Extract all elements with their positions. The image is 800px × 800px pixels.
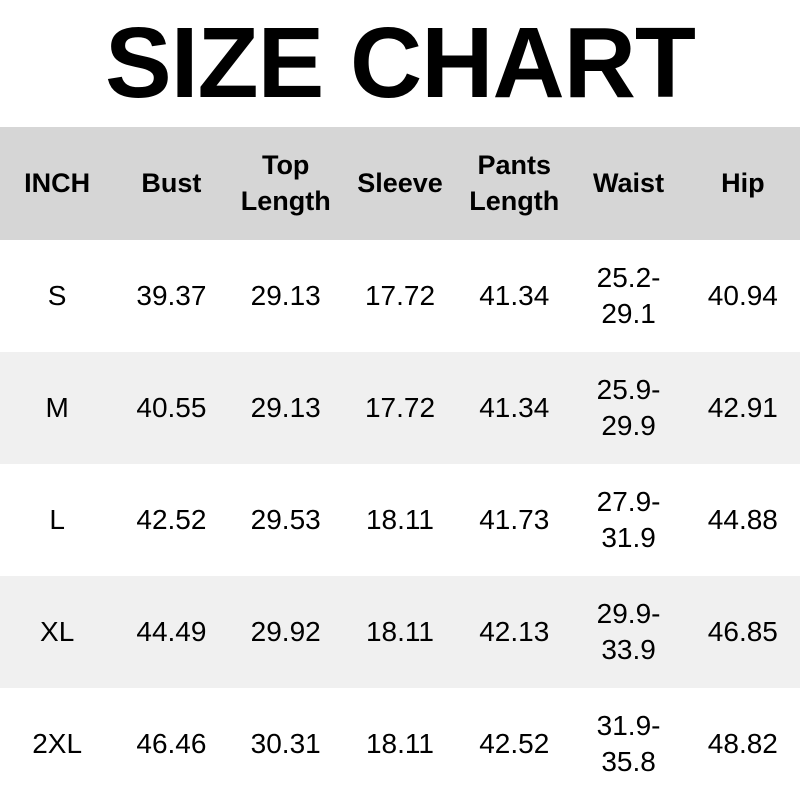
waist-value: 31.9- 35.8 <box>596 709 661 777</box>
bust-value: 44.49 <box>136 615 207 647</box>
pants-length-value: 41.34 <box>479 279 550 311</box>
top-length-value: 29.53 <box>250 503 321 535</box>
column-header-top-length: Top Length <box>240 150 331 216</box>
sleeve-value: 17.72 <box>364 279 436 311</box>
column-header-hip: Hip <box>721 167 765 198</box>
table-row-2xl: 2XL 46.46 30.31 18.11 42.52 31.9- 35.8 4… <box>0 688 800 800</box>
table-row-l: L 42.52 29.53 18.11 41.73 27.9- 31.9 44.… <box>0 464 800 576</box>
page-title: SIZE CHART <box>105 7 696 119</box>
hip-value: 42.91 <box>707 391 778 423</box>
sleeve-value: 18.11 <box>365 727 434 759</box>
hip-value: 48.82 <box>707 727 778 759</box>
column-header-pants-length: Pants Length <box>469 150 560 216</box>
hip-value: 44.88 <box>707 503 778 535</box>
size-label: M <box>45 391 69 423</box>
waist-value: 25.9- 29.9 <box>596 373 661 441</box>
bust-value: 46.46 <box>136 727 207 759</box>
pants-length-value: 41.34 <box>479 391 550 423</box>
waist-value: 25.2- 29.1 <box>596 261 661 329</box>
sleeve-value: 17.72 <box>364 391 436 423</box>
pants-length-value: 41.73 <box>479 503 550 535</box>
column-header-waist: Waist <box>593 167 665 198</box>
pants-length-value: 42.52 <box>479 727 550 759</box>
bust-value: 42.52 <box>136 503 207 535</box>
bust-value: 39.37 <box>136 279 207 311</box>
size-label: XL <box>40 615 75 647</box>
pants-length-value: 42.13 <box>479 615 550 647</box>
top-length-value: 29.92 <box>250 615 321 647</box>
hip-value: 46.85 <box>707 615 778 647</box>
waist-value: 27.9- 31.9 <box>596 485 661 553</box>
sleeve-value: 18.11 <box>365 503 434 535</box>
size-label: 2XL <box>32 727 83 759</box>
column-header-bust: Bust <box>141 167 202 198</box>
size-label: L <box>49 503 65 535</box>
column-header-sleeve: Sleeve <box>357 167 443 198</box>
table-row-s: S 39.37 29.13 17.72 41.34 25.2- 29.1 40.… <box>0 240 800 352</box>
column-header-unit: INCH <box>24 167 91 198</box>
size-table: INCH Bust Top Length Sleeve Pants Length… <box>0 127 800 800</box>
hip-value: 40.94 <box>707 279 778 311</box>
sleeve-value: 18.11 <box>365 615 434 647</box>
table-row-xl: XL 44.49 29.92 18.11 42.13 29.9- 33.9 46… <box>0 576 800 688</box>
top-length-value: 29.13 <box>250 279 321 311</box>
table-header-row: INCH Bust Top Length Sleeve Pants Length… <box>0 127 800 240</box>
waist-value: 29.9- 33.9 <box>596 597 661 665</box>
bust-value: 40.55 <box>136 391 207 423</box>
top-length-value: 29.13 <box>250 391 321 423</box>
table-row-m: M 40.55 29.13 17.72 41.34 25.9- 29.9 42.… <box>0 352 800 464</box>
top-length-value: 30.31 <box>250 727 321 759</box>
size-label: S <box>47 279 67 311</box>
